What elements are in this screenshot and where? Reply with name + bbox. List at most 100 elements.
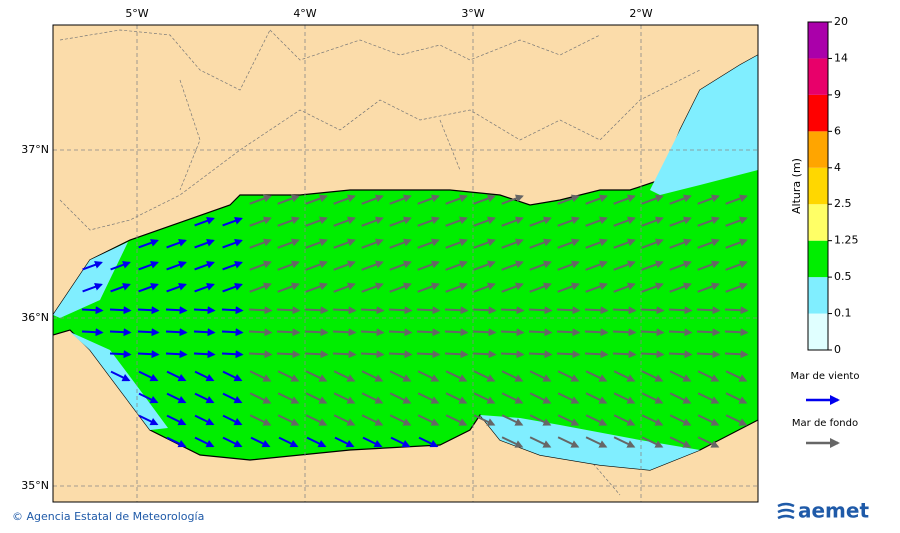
wave-arrow — [669, 436, 692, 448]
wave-arrow — [222, 370, 243, 382]
wave-arrow — [529, 436, 552, 448]
wave-arrow — [305, 282, 328, 293]
wave-arrow — [697, 370, 720, 382]
wave-arrow — [529, 370, 552, 382]
wave-arrow — [473, 238, 496, 249]
wave-arrow — [249, 260, 272, 271]
wave-arrow — [361, 260, 384, 271]
wave-arrow — [557, 370, 580, 382]
wave-arrow — [529, 260, 552, 271]
wave-arrow — [250, 436, 271, 448]
wave-arrow — [361, 370, 384, 382]
wave-arrows — [81, 194, 749, 448]
colorbar-band — [808, 167, 828, 205]
wave-arrow — [585, 392, 608, 404]
wave-arrow — [193, 328, 216, 337]
wave-arrow — [528, 328, 553, 337]
colorbar-tick-label: 0.5 — [834, 270, 852, 283]
wave-arrow — [529, 216, 552, 227]
wave-arrow — [194, 239, 215, 249]
wave-arrow — [417, 282, 440, 293]
wave-arrow — [585, 238, 608, 249]
wave-arrow — [584, 306, 609, 315]
wave-arrow — [276, 350, 301, 359]
logo-icon — [777, 502, 795, 520]
wave-arrow — [333, 282, 356, 293]
wave-arrow — [416, 350, 441, 359]
wave-arrow — [445, 414, 468, 426]
wave-arrow — [445, 370, 468, 382]
wave-arrow — [81, 328, 104, 337]
lat-label: 37°N — [21, 143, 49, 156]
logo: aemet — [798, 499, 869, 523]
lon-label: 2°W — [629, 7, 652, 20]
wave-arrow — [194, 414, 215, 426]
wave-arrow — [222, 217, 243, 227]
wave-arrow — [389, 194, 412, 205]
map-frame — [52, 24, 759, 503]
wave-arrow — [416, 306, 441, 315]
wave-arrow — [305, 370, 328, 382]
wave-arrow — [333, 238, 356, 249]
wave-arrow — [138, 414, 159, 426]
wave-arrow — [529, 238, 552, 249]
wave-arrow — [333, 260, 356, 271]
wave-arrow — [334, 436, 355, 448]
wave-arrow — [194, 392, 215, 404]
wave-arrow — [109, 328, 132, 337]
wave-arrow — [333, 414, 356, 426]
wave-arrow — [529, 414, 552, 426]
wave-arrow — [166, 370, 187, 382]
wave-arrow — [276, 306, 301, 315]
wave-arrow — [249, 238, 272, 249]
wave-arrow — [669, 414, 692, 426]
wave-arrow — [277, 282, 300, 293]
wave-arrow — [641, 238, 664, 249]
wave-arrow — [501, 370, 524, 382]
wave-arrow — [417, 216, 440, 227]
wave-arrow — [166, 261, 187, 271]
colorbar-band — [808, 204, 828, 241]
wave-arrow — [445, 238, 468, 249]
wave-arrow — [361, 238, 384, 249]
wave-arrow — [613, 260, 636, 271]
colorbar-frame — [807, 21, 829, 351]
colorbar-tick-label: 9 — [834, 88, 841, 101]
wave-arrow — [725, 282, 748, 293]
wave-arrow — [388, 328, 413, 337]
wave-arrow — [222, 392, 243, 404]
colorbar-band — [808, 58, 828, 95]
wave-arrow — [697, 238, 720, 249]
lon-label: 5°W — [125, 7, 148, 20]
wave-arrow — [445, 216, 468, 227]
wave-arrow — [444, 306, 469, 315]
wave-arrow — [362, 436, 383, 448]
wave-arrow — [445, 392, 468, 404]
wave-arrow — [501, 194, 524, 205]
wave-arrow — [166, 436, 187, 448]
wave-arrow — [110, 370, 131, 382]
wave-arrow — [333, 392, 356, 404]
legend-label: Mar de fondo — [792, 418, 858, 429]
wave-arrow — [166, 239, 187, 249]
colorbar-band — [808, 277, 828, 314]
wave-arrow — [137, 328, 160, 337]
wave-arrow — [557, 282, 580, 293]
wave-arrow — [472, 328, 497, 337]
wave-arrow — [585, 194, 608, 205]
lon-label: 3°W — [461, 7, 484, 20]
wave-arrow — [668, 306, 693, 315]
wave-arrow — [305, 414, 328, 426]
wave-arrow — [305, 260, 328, 271]
colorbar-band — [808, 240, 828, 278]
wave-arrow — [389, 414, 412, 426]
wave-arrow — [194, 283, 215, 293]
wave-arrow — [697, 414, 720, 426]
wave-arrow — [585, 216, 608, 227]
wave-arrow — [417, 260, 440, 271]
low-wave-area — [70, 332, 168, 430]
wave-arrow — [612, 306, 637, 315]
wave-arrow — [249, 282, 272, 293]
colorbar-band — [808, 313, 828, 350]
wave-arrow — [165, 328, 188, 337]
